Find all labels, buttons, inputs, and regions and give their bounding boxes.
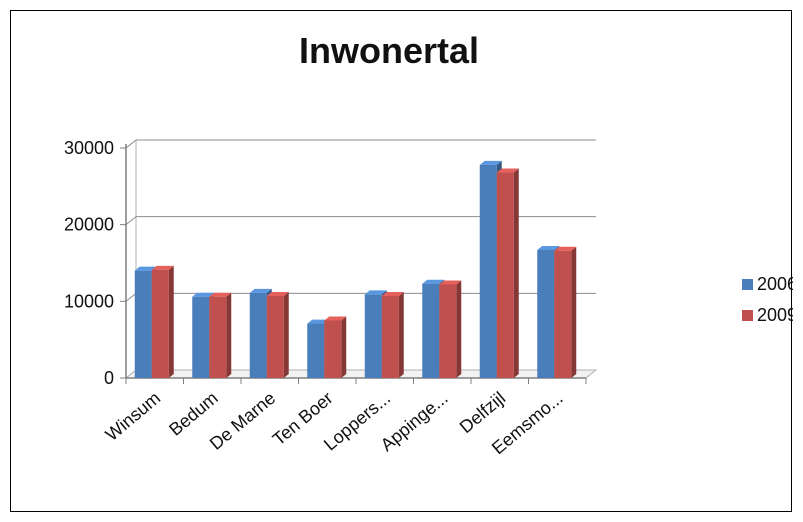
x-tick-label: Winsum [102,388,165,445]
bar-top [364,290,387,295]
bar-front [554,250,572,378]
bar-front [151,269,169,378]
bar-top [496,168,519,173]
bar-top [134,266,157,271]
legend-label: 2009 [757,305,793,325]
bar-2009-2 [266,291,289,378]
bar-front [537,249,555,378]
y-gridline-side [125,216,137,226]
legend-item-2006: 2006 [742,274,793,294]
legend-swatch [742,310,753,321]
bar-side [168,265,174,378]
bar-2009-5 [439,280,462,378]
gridlines [124,139,598,379]
bar-front [422,283,440,378]
bar-2009-4 [381,291,404,378]
bar-2009-7 [554,246,577,378]
bar-top [151,265,174,270]
bar-front [266,295,284,378]
bar-top [266,291,289,296]
x-tick-label: Delfzijl [456,388,509,437]
bar-top [324,316,347,321]
bars [134,160,577,378]
y-tick-label: 10000 [64,291,114,311]
bar-top [422,279,445,284]
y-tick-label: 20000 [64,215,114,235]
legend-item-2009: 2009 [742,305,793,325]
bar-front [192,296,210,378]
bar-front [381,295,399,378]
bar-front [307,323,325,378]
bar-side [398,291,404,378]
bar-front [364,294,382,378]
bar-front [479,164,497,378]
bar-2009-1 [209,292,232,378]
bar-front [134,270,152,378]
bar-2009-3 [324,316,347,378]
bar-2009-0 [151,265,174,378]
legend: 2006 2009 [742,274,793,325]
y-gridline-side [125,292,137,302]
y-gridline-side [125,139,137,149]
chart-frame: Inwonertal 0 10000 20000 30000 Winsum Bedum D… [10,10,793,512]
bar-side [571,246,577,378]
bar-front [249,292,267,378]
bar-top [537,245,560,250]
bar-top [307,319,330,324]
bar-front [439,284,457,378]
chart-title: Inwonertal [299,30,479,71]
bar-top [479,160,502,165]
bar-2009-6 [496,168,519,378]
bar-top [192,292,215,297]
bar-top [554,246,577,251]
bar-front [209,296,227,378]
legend-label: 2006 [757,274,793,294]
bar-chart: Inwonertal 0 10000 20000 30000 Winsum BedumD… [64,30,793,459]
bar-front [324,320,342,378]
bar-top [439,280,462,285]
bar-top [249,288,272,293]
bar-top [209,292,232,297]
y-tick-label: 0 [104,368,114,388]
bar-side [456,280,462,378]
bar-front [496,172,514,378]
bar-top [381,291,404,296]
bar-side [513,168,519,378]
bar-side [226,292,232,378]
bar-side [341,316,347,378]
legend-swatch [742,279,753,290]
bar-side [283,291,289,378]
y-tick-label: 30000 [64,138,114,158]
